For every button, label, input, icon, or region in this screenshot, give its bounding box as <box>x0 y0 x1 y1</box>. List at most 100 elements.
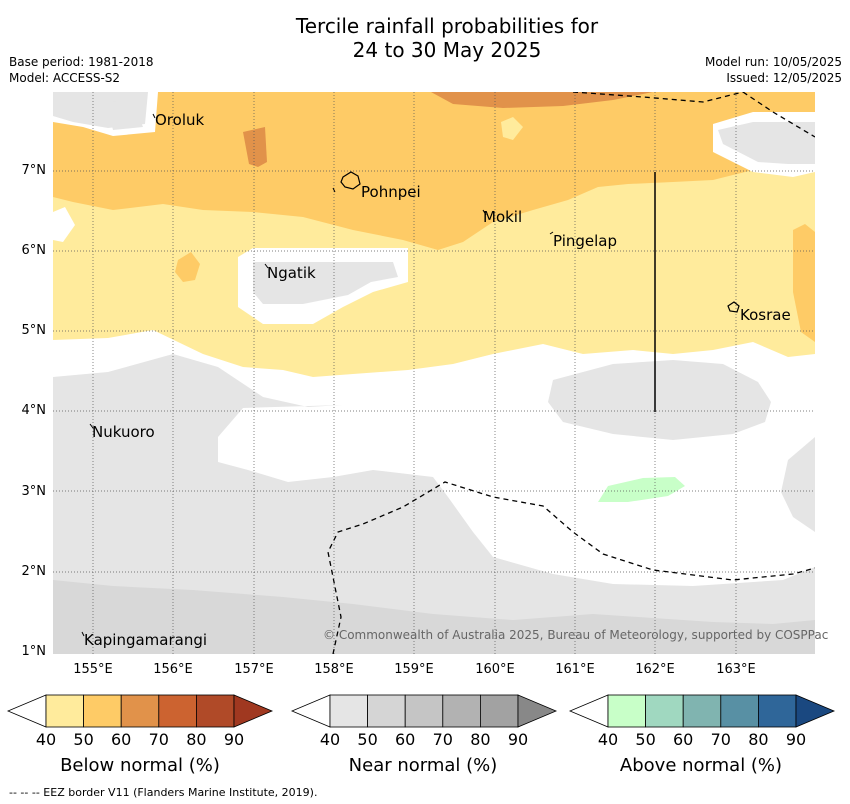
colorbar-title-near: Near normal (%) <box>348 755 498 776</box>
label-kosrae: Kosrae <box>740 306 791 324</box>
colorbar-below-tick-label: 70 <box>148 730 169 749</box>
colorbar-above-lower-tip <box>568 694 609 728</box>
colorbar-above-segment <box>720 694 759 728</box>
label-nukuoro: Nukuoro <box>92 423 155 441</box>
near-normal-island-ngatik <box>253 262 398 304</box>
below-normal-50-patch-west <box>175 252 200 282</box>
colorbar-above-tick-label: 90 <box>785 730 807 749</box>
kapingamarangi-atoll-mark <box>81 631 85 637</box>
colorbar-below-segment <box>120 694 160 728</box>
lon-label-160e: 160°E <box>475 662 515 677</box>
colorbar-above-tick-label: 60 <box>673 730 694 749</box>
title-line-1: Tercile rainfall probabilities for <box>295 14 599 38</box>
gridlines <box>53 92 815 654</box>
colorbar-near-segment <box>367 694 406 728</box>
near-normal-region-east <box>548 360 771 440</box>
white-gap-centre <box>501 117 523 140</box>
lon-label-161e: 161°E <box>555 662 595 677</box>
label-kapingamarangi: Kapingamarangi <box>84 631 208 649</box>
eez-border-south <box>327 481 815 654</box>
copyright-notice: © Commonwealth of Australia 2025, Bureau… <box>323 628 829 642</box>
colorbar-title-below: Below normal (%) <box>60 755 220 776</box>
colorbar-near-segment <box>329 694 368 728</box>
colorbar-near-segment <box>479 694 519 728</box>
lon-label-155e: 155°E <box>73 662 113 677</box>
near-normal-50-region <box>53 580 815 654</box>
eez-border-north <box>572 92 815 138</box>
lat-label-1n: 1°N <box>21 644 47 659</box>
colorbar-near-segment <box>404 694 444 728</box>
colorbar-above-upper-tip <box>795 694 836 728</box>
colorbar-below-lower-tip <box>6 694 47 728</box>
colorbar-below-tick-label: 60 <box>111 730 132 749</box>
lat-label-5n: 5°N <box>21 323 47 338</box>
kosrae-island-outline <box>727 301 740 313</box>
colorbar-below-normal <box>6 694 274 728</box>
colorbar-above-tick-label: 50 <box>635 730 656 749</box>
colorbar-above-tick-label: 80 <box>748 730 769 749</box>
near-normal-patch-2 <box>371 479 411 500</box>
colorbar-near-upper-tip <box>517 694 558 728</box>
pohnpei-islet <box>332 187 336 193</box>
map-plot <box>53 92 815 654</box>
colorbar-near-tick-label: 70 <box>432 730 453 749</box>
colorbar-above-segment <box>645 694 684 728</box>
colorbar-below-tick-label: 90 <box>223 730 245 749</box>
lat-label-3n: 3°N <box>21 484 47 499</box>
lat-label-6n: 6°N <box>21 243 47 258</box>
lon-label-156e: 156°E <box>153 662 193 677</box>
issued-date: Issued: 12/05/2025 <box>726 71 842 85</box>
lat-label-4n: 4°N <box>21 403 47 418</box>
colorbar-above-tick-label: 70 <box>710 730 731 749</box>
colorbar-above-normal <box>568 694 836 728</box>
near-normal-region-south <box>53 354 815 654</box>
base-period: Base period: 1981-2018 <box>9 55 154 69</box>
label-pohnpei: Pohnpei <box>361 183 421 201</box>
colorbar-below-segment <box>158 694 197 728</box>
colorbar-near-tick-label: 50 <box>357 730 378 749</box>
lon-label-158e: 158°E <box>314 662 354 677</box>
colorbar-above-segment <box>607 694 646 728</box>
pingelap-atoll-mark <box>549 231 554 235</box>
white-gap-west-edge <box>53 207 75 242</box>
colorbar-near-tick-label: 90 <box>507 730 529 749</box>
colorbar-below-segment <box>195 694 235 728</box>
oroluk-atoll-mark <box>152 113 156 119</box>
model-run: Model run: 10/05/2025 <box>704 55 842 69</box>
lon-label-159e: 159°E <box>394 662 434 677</box>
colorbar-below-tick-label: 40 <box>35 730 57 749</box>
near-normal-region-east-2 <box>781 437 815 532</box>
label-pingelap: Pingelap <box>553 232 618 250</box>
colorbar-above-tick-label: 40 <box>597 730 619 749</box>
lon-label-162e: 162°E <box>635 662 675 677</box>
colorbar-above-segment <box>758 694 797 728</box>
colorbar-near-tick-label: 80 <box>470 730 491 749</box>
colorbar-below-segment <box>83 694 122 728</box>
eez-footnote: -- -- -- EEZ border V11 (Flanders Marine… <box>9 786 318 799</box>
lat-label-7n: 7°N <box>21 163 47 178</box>
ngatik-atoll-mark <box>264 263 269 269</box>
below-normal-60-patch <box>243 127 267 167</box>
colorbar-near-lower-tip <box>290 694 331 728</box>
below-normal-50-patch-east <box>793 224 815 342</box>
colorbar-below-tick-label: 50 <box>73 730 94 749</box>
near-normal-island-ne <box>718 122 815 164</box>
pohnpei-island-outline <box>340 171 361 190</box>
below-normal-60-region <box>431 92 653 108</box>
colorbar-title-above: Above normal (%) <box>619 755 783 776</box>
lat-label-2n: 2°N <box>21 564 47 579</box>
colorbar-near-normal <box>290 694 558 728</box>
colorbar-below-tick-label: 80 <box>186 730 207 749</box>
nukuoro-atoll-mark <box>89 423 94 429</box>
colorbar-near-tick-label: 60 <box>395 730 416 749</box>
label-ngatik: Ngatik <box>267 264 316 282</box>
model-name: Model: ACCESS-S2 <box>9 71 121 85</box>
near-normal-patch <box>108 384 131 408</box>
colorbar-below-upper-tip <box>233 694 274 728</box>
title-line-2: 24 to 30 May 2025 <box>352 38 542 62</box>
colorbar-below-segment <box>45 694 84 728</box>
colorbar-near-segment <box>442 694 481 728</box>
near-normal-island-nw2 <box>106 100 143 130</box>
colorbar-near-tick-label: 40 <box>319 730 341 749</box>
lon-label-163e: 163°E <box>716 662 756 677</box>
